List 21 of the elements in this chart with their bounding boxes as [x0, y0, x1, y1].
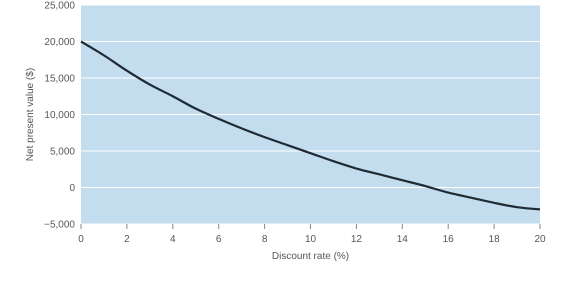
y-tick-label: 10,000: [44, 110, 76, 121]
x-tick-label: 18: [488, 234, 500, 245]
x-tick-label: 14: [396, 234, 408, 245]
x-tick-label: 8: [262, 234, 268, 245]
x-tick-label: 2: [124, 234, 130, 245]
y-tick-label: 0: [69, 183, 76, 194]
y-tick-label: −5,000: [44, 220, 76, 230]
x-tick-label: 20: [534, 234, 546, 245]
x-tick-label: 6: [216, 234, 222, 245]
y-axis-title: Net present value ($): [25, 68, 36, 162]
y-tick-label: 20,000: [44, 37, 76, 48]
x-tick-label: 12: [350, 234, 362, 245]
x-axis-title: Discount rate (%): [272, 251, 350, 262]
x-tick-label: 16: [442, 234, 454, 245]
x-tick-label: 4: [170, 234, 176, 245]
y-tick-label: 5,000: [50, 146, 76, 158]
x-tick-label: 10: [304, 234, 316, 245]
y-tick-label: 25,000: [44, 0, 76, 12]
y-tick-label: 15,000: [44, 74, 76, 84]
line-series: [80, 40, 542, 210]
x-tick-label: 0: [78, 234, 84, 245]
